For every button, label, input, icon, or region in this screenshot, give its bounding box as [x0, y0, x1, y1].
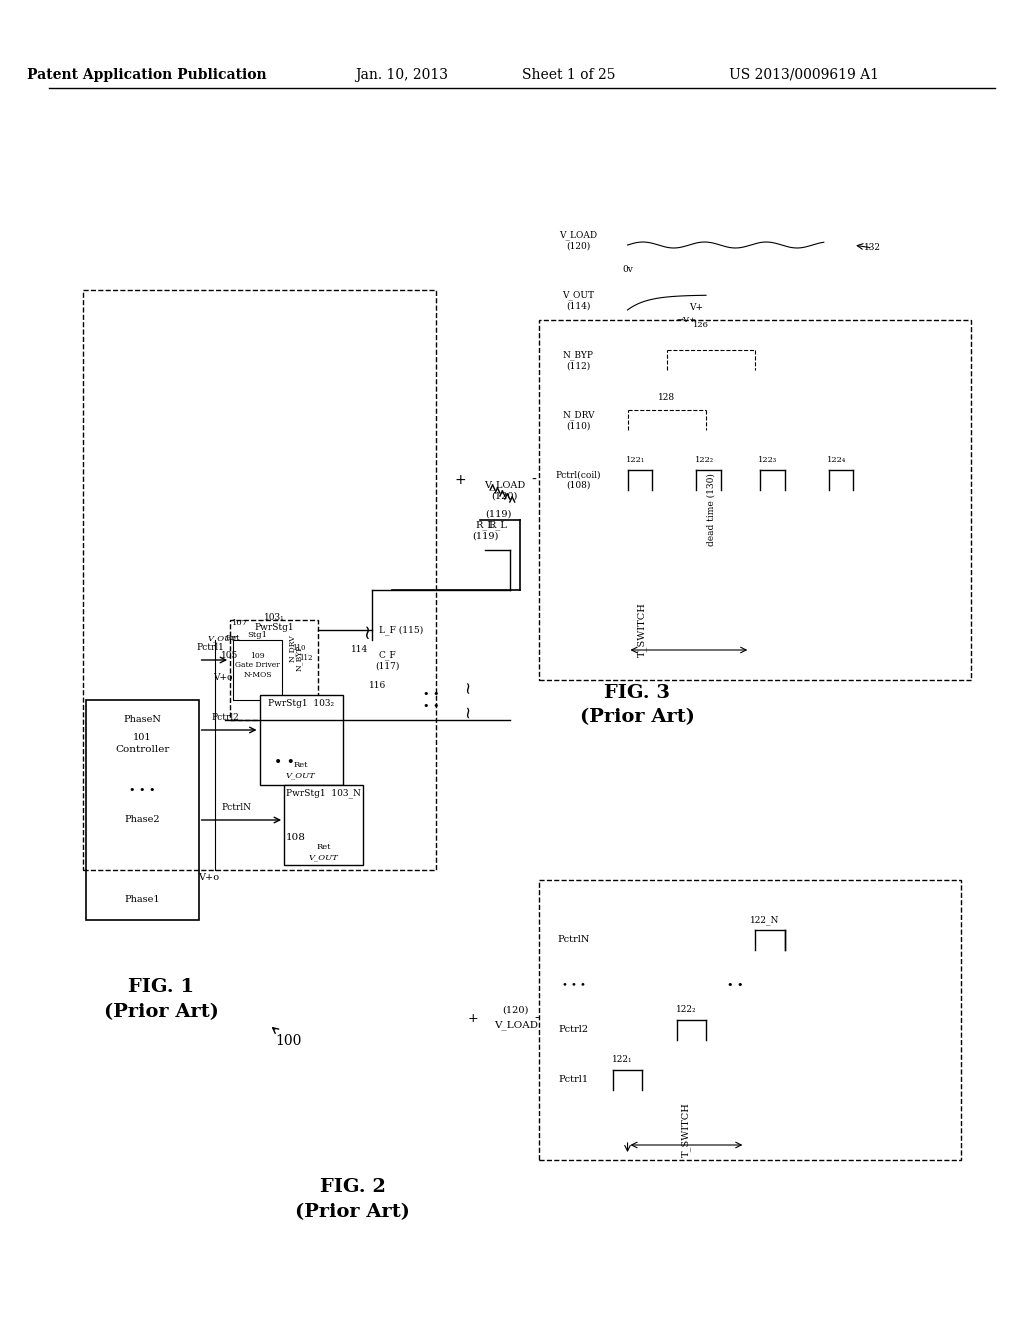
Text: +: +: [467, 1011, 478, 1024]
Text: V+o: V+o: [198, 874, 219, 883]
Text: N_DRV
(110): N_DRV (110): [562, 411, 595, 430]
Text: • • •: • • •: [129, 785, 156, 795]
Text: 105: 105: [221, 651, 239, 660]
Text: Phase1: Phase1: [124, 895, 160, 904]
Bar: [233, 640, 282, 700]
Text: 103₁: 103₁: [264, 614, 285, 623]
Text: ~: ~: [358, 622, 377, 638]
Text: Gate Driver: Gate Driver: [236, 661, 280, 669]
Text: 107: 107: [231, 619, 248, 627]
Text: Pctrl1: Pctrl1: [558, 1076, 589, 1085]
Text: Pctrl1: Pctrl1: [197, 644, 224, 652]
Text: 122₂: 122₂: [676, 1006, 696, 1015]
Text: FIG. 1
(Prior Art): FIG. 1 (Prior Art): [103, 978, 219, 1022]
Text: 100: 100: [272, 1028, 302, 1048]
Text: 0v: 0v: [623, 265, 633, 275]
Text: V_OUT: V_OUT: [286, 771, 315, 779]
Text: Jan. 10, 2013: Jan. 10, 2013: [355, 69, 449, 82]
Text: Sheet 1 of 25: Sheet 1 of 25: [522, 69, 615, 82]
Text: 112: 112: [299, 653, 312, 663]
Text: Pctrl(coil)
(108): Pctrl(coil) (108): [556, 470, 601, 490]
Text: N_BYP: N_BYP: [295, 645, 303, 671]
Text: PhaseN: PhaseN: [123, 715, 161, 725]
Text: 122₂: 122₂: [694, 455, 714, 465]
Text: (120): (120): [503, 1006, 528, 1015]
Text: V_LOAD: V_LOAD: [494, 1020, 538, 1030]
Text: Pctrl2: Pctrl2: [558, 1026, 589, 1035]
Text: FIG. 3
(Prior Art): FIG. 3 (Prior Art): [580, 684, 694, 726]
Text: (119): (119): [484, 510, 511, 519]
Text: N_DRV: N_DRV: [288, 634, 296, 661]
Text: V_OUT: V_OUT: [308, 853, 338, 861]
Text: T_SWITCH: T_SWITCH: [682, 1102, 691, 1158]
Text: 122_N: 122_N: [751, 915, 779, 925]
Text: Patent Application Publication: Patent Application Publication: [27, 69, 266, 82]
Text: 132: 132: [864, 243, 882, 252]
Text: Phase2: Phase2: [124, 816, 160, 825]
Text: C_F
(117): C_F (117): [375, 649, 399, 671]
Text: 126: 126: [693, 321, 709, 329]
Text: 114: 114: [351, 645, 369, 655]
Text: 122₁: 122₁: [612, 1056, 633, 1064]
Text: L_F (115): L_F (115): [379, 626, 424, 635]
Text: 108: 108: [286, 833, 306, 842]
Text: -: -: [531, 473, 537, 487]
Text: Ret: Ret: [316, 843, 331, 851]
Text: Stg1: Stg1: [248, 631, 267, 639]
Text: 122₃: 122₃: [759, 455, 777, 465]
Text: V_OUT
(114): V_OUT (114): [562, 290, 595, 310]
Bar: [540, 319, 971, 680]
Text: 109: 109: [250, 652, 265, 660]
Text: V_LOAD
(120): V_LOAD (120): [484, 480, 525, 500]
Text: FIG. 2
(Prior Art): FIG. 2 (Prior Art): [295, 1179, 411, 1221]
Text: ~  ~: ~ ~: [462, 681, 479, 719]
Text: 128: 128: [658, 393, 676, 403]
Text: US 2013/0009619 A1: US 2013/0009619 A1: [729, 69, 880, 82]
Text: →V+: →V+: [677, 315, 696, 323]
Text: • •: • •: [727, 979, 743, 990]
Bar: [540, 880, 962, 1160]
Text: 110: 110: [292, 644, 305, 652]
Text: R_L
(119): R_L (119): [472, 520, 499, 540]
Text: PwrStg1: PwrStg1: [254, 623, 294, 632]
Bar: [259, 696, 343, 785]
Text: • •
• •: • • • •: [423, 689, 439, 710]
Bar: [230, 620, 318, 719]
Text: Controller: Controller: [115, 746, 169, 755]
Text: R_L: R_L: [488, 520, 508, 529]
Text: 122₁: 122₁: [626, 455, 645, 465]
Bar: [83, 290, 436, 870]
Text: • • •: • • •: [561, 981, 586, 990]
Text: +: +: [455, 473, 467, 487]
Text: T_SWITCH: T_SWITCH: [637, 602, 647, 657]
Text: PwrStg1  103₂: PwrStg1 103₂: [267, 698, 334, 708]
Text: 116: 116: [369, 681, 386, 689]
Bar: [284, 785, 362, 865]
Text: V+o: V+o: [213, 673, 232, 682]
Bar: [86, 700, 199, 920]
Text: V+: V+: [689, 304, 703, 313]
Text: PctrlN: PctrlN: [222, 804, 252, 813]
Text: Pctrl2: Pctrl2: [211, 714, 239, 722]
Text: -: -: [534, 1011, 539, 1024]
Text: V_LOAD
(120): V_LOAD (120): [559, 230, 598, 249]
Text: PctrlN: PctrlN: [557, 936, 590, 945]
Text: N_BYP
(112): N_BYP (112): [563, 350, 594, 370]
Text: • •: • •: [273, 755, 295, 770]
Text: PwrStg1  103_N: PwrStg1 103_N: [286, 788, 360, 797]
Text: 122₄: 122₄: [827, 455, 846, 465]
Text: Ret: Ret: [225, 634, 241, 642]
Text: 101: 101: [133, 734, 152, 742]
Text: N-MOS: N-MOS: [244, 671, 271, 678]
Text: Ret: Ret: [294, 762, 308, 770]
Text: dead time (130): dead time (130): [707, 474, 716, 546]
Text: V_OUT: V_OUT: [207, 634, 238, 642]
